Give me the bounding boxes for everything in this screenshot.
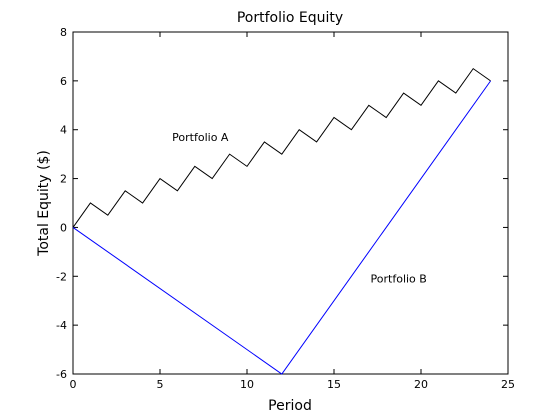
y-tick-label: 8 bbox=[60, 26, 67, 39]
chart-title: Portfolio Equity bbox=[237, 10, 343, 26]
series-line-1 bbox=[72, 80, 492, 375]
y-tick-label: 6 bbox=[60, 75, 67, 88]
y-tick-label: 0 bbox=[60, 221, 67, 234]
y-tick-label: -4 bbox=[56, 319, 67, 332]
axis-ticks bbox=[72, 31, 509, 375]
x-tick-label: 15 bbox=[327, 378, 341, 391]
x-tick-label: 10 bbox=[240, 378, 254, 391]
y-tick-label: -2 bbox=[56, 270, 67, 283]
tick-labels: 0 5 10 15 20 25 -6 -4 -2 0 2 4 6 8 bbox=[56, 26, 515, 391]
x-tick-label: 20 bbox=[414, 378, 428, 391]
annotations: Portfolio A Portfolio B bbox=[172, 131, 427, 286]
series-lines bbox=[72, 67, 492, 375]
annotation-label: Portfolio B bbox=[371, 273, 427, 286]
x-tick-label: 5 bbox=[157, 378, 164, 391]
y-axis-label: Total Equity ($) bbox=[36, 150, 52, 257]
y-tick-label: 4 bbox=[60, 124, 67, 137]
series-line-0 bbox=[72, 67, 491, 228]
x-axis-label: Period bbox=[268, 398, 312, 414]
y-tick-label: -6 bbox=[56, 368, 67, 381]
annotation-label: Portfolio A bbox=[172, 131, 229, 144]
x-tick-label: 25 bbox=[501, 378, 515, 391]
x-tick-label: 0 bbox=[70, 378, 77, 391]
y-tick-label: 2 bbox=[60, 173, 67, 186]
plot-area bbox=[72, 31, 509, 375]
